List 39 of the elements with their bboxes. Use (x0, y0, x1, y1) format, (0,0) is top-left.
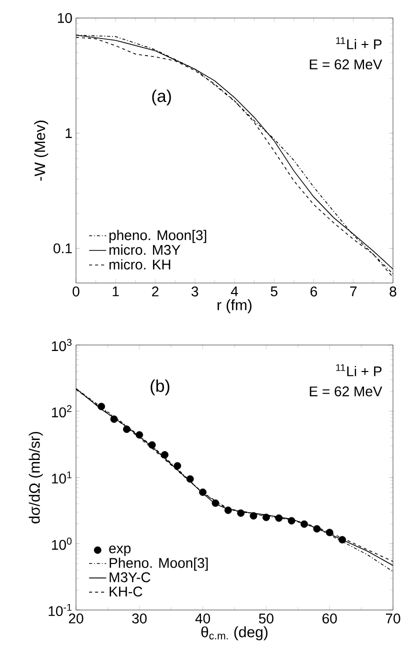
x-tick-label: 8 (390, 286, 396, 296)
x-tick-label: 5 (270, 286, 278, 296)
annotation: $^{11}$Li + P (336, 364, 382, 376)
annotation: E = 62 MeV (310, 386, 382, 396)
legend-label: exp (109, 546, 131, 556)
x-tick-label: 1 (112, 286, 119, 296)
legend-label: M3Y-C (110, 572, 150, 582)
legend-label: pheno. Moon[3] (109, 230, 206, 243)
x-tick-label: 4 (230, 286, 238, 296)
x-axis-title: r (fm) (218, 299, 252, 314)
legend-label: micro. M3Y (110, 244, 180, 255)
x-tick-label: 50 (258, 614, 274, 624)
x-tick-label: 70 (386, 614, 400, 624)
y-axis-title: -W (Mev) (34, 120, 48, 181)
x-tick-label: 20 (68, 614, 84, 624)
x-tick-label: 7 (350, 286, 357, 296)
y-tick-label: 1 (66, 128, 72, 138)
x-tick-label: 0 (72, 286, 80, 296)
x-tick-label: 6 (310, 286, 318, 296)
x-tick-label: 2 (152, 286, 158, 296)
y-tick-label: 10$^{0}$ (52, 538, 72, 550)
x-tick-label: 30 (132, 614, 147, 624)
y-axis-title: dσ/dΩ (mb/sr) (28, 432, 43, 524)
y-tick-label: 10$^{1}$ (52, 471, 72, 484)
x-axis-title: θ$_{c.m.}$ (deg) (201, 626, 268, 640)
legend-label: micro. KH (110, 259, 170, 270)
x-tick-label: 40 (195, 614, 210, 624)
legend-label: Pheno. Moon[3] (110, 558, 208, 571)
y-tick-label: 10$^{2}$ (52, 405, 72, 418)
y-tick-label: 10 (58, 13, 72, 23)
y-tick-label: 10$^{3}$ (52, 338, 72, 352)
legend-label: KH-C (110, 586, 142, 596)
annotation: $^{11}$Li + P (336, 37, 382, 50)
y-tick-label: 0.1 (54, 243, 72, 254)
annotation: (b) (150, 379, 170, 396)
annotation: E = 62 MeV (310, 59, 382, 70)
x-tick-label: 3 (192, 286, 198, 296)
annotation: (a) (152, 90, 171, 106)
x-tick-label: 60 (322, 614, 337, 624)
